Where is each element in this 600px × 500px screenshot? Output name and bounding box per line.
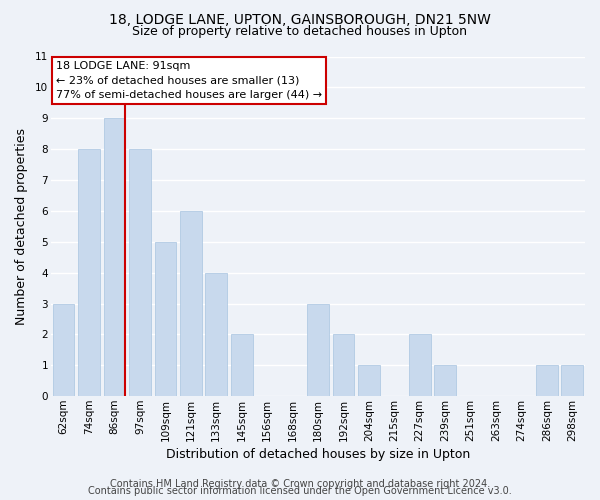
Y-axis label: Number of detached properties: Number of detached properties: [15, 128, 28, 325]
Bar: [332, 334, 354, 396]
Bar: [231, 334, 253, 396]
Bar: [562, 366, 583, 396]
Bar: [79, 149, 100, 396]
Bar: [104, 118, 125, 396]
Text: Contains public sector information licensed under the Open Government Licence v3: Contains public sector information licen…: [88, 486, 512, 496]
Bar: [307, 304, 329, 396]
Bar: [409, 334, 431, 396]
Text: 18 LODGE LANE: 91sqm
← 23% of detached houses are smaller (13)
77% of semi-detac: 18 LODGE LANE: 91sqm ← 23% of detached h…: [56, 61, 322, 100]
Bar: [205, 272, 227, 396]
Bar: [434, 366, 456, 396]
X-axis label: Distribution of detached houses by size in Upton: Distribution of detached houses by size …: [166, 448, 470, 461]
Text: 18, LODGE LANE, UPTON, GAINSBOROUGH, DN21 5NW: 18, LODGE LANE, UPTON, GAINSBOROUGH, DN2…: [109, 12, 491, 26]
Bar: [536, 366, 557, 396]
Text: Size of property relative to detached houses in Upton: Size of property relative to detached ho…: [133, 25, 467, 38]
Bar: [155, 242, 176, 396]
Bar: [129, 149, 151, 396]
Bar: [358, 366, 380, 396]
Text: Contains HM Land Registry data © Crown copyright and database right 2024.: Contains HM Land Registry data © Crown c…: [110, 479, 490, 489]
Bar: [53, 304, 74, 396]
Bar: [180, 211, 202, 396]
